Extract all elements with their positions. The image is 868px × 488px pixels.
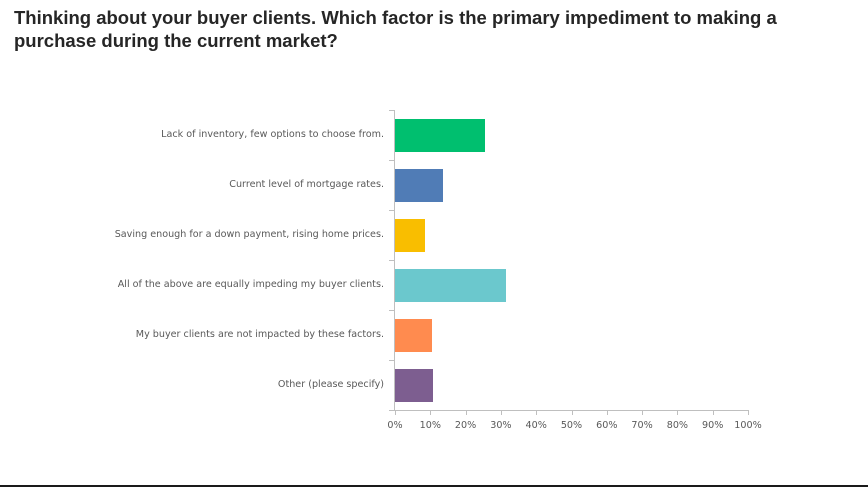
bar xyxy=(395,218,425,252)
category-label: Lack of inventory, few options to choose… xyxy=(161,129,384,140)
y-axis-tick xyxy=(389,160,394,161)
x-axis-tick xyxy=(571,410,573,415)
y-axis-tick xyxy=(389,110,394,111)
x-tick-label: 80% xyxy=(666,420,689,431)
y-axis-tick xyxy=(389,310,394,311)
chart-title: Thinking about your buyer clients. Which… xyxy=(14,7,777,51)
x-axis xyxy=(394,410,748,411)
x-axis-tick xyxy=(430,410,432,415)
x-tick-label: 10% xyxy=(419,420,441,431)
bottom-divider xyxy=(0,485,868,487)
category-label: Current level of mortgage rates. xyxy=(229,179,384,190)
category-label: All of the above are equally impeding my… xyxy=(117,279,384,290)
x-tick-label: 100% xyxy=(734,420,762,431)
bar xyxy=(395,268,507,302)
y-axis-tick xyxy=(389,360,394,361)
x-tick-label: 40% xyxy=(525,420,547,431)
x-axis-tick xyxy=(677,410,679,415)
x-tick-label: 20% xyxy=(454,420,477,431)
x-axis-tick xyxy=(642,410,644,415)
y-axis-tick xyxy=(389,260,394,261)
x-tick-label: 0% xyxy=(387,420,403,431)
y-axis-tick xyxy=(389,210,394,211)
x-axis-tick xyxy=(748,410,749,415)
x-tick-label: 60% xyxy=(596,420,618,431)
x-axis-tick xyxy=(712,410,714,415)
category-label: Saving enough for a down payment, rising… xyxy=(114,229,384,240)
category-label: My buyer clients are not impacted by the… xyxy=(135,329,384,340)
x-axis-tick xyxy=(500,410,502,415)
bar xyxy=(395,168,443,202)
x-tick-label: 30% xyxy=(490,420,512,431)
category-label: Other (please specify) xyxy=(277,379,384,390)
x-tick-label: 90% xyxy=(702,420,724,431)
x-axis-tick xyxy=(536,410,538,415)
x-axis-tick xyxy=(606,410,608,415)
x-axis-tick xyxy=(395,410,396,415)
y-axis xyxy=(394,110,395,410)
x-tick-label: 50% xyxy=(560,420,583,431)
bar xyxy=(395,318,433,352)
bar xyxy=(395,368,434,402)
x-tick-label: 70% xyxy=(631,420,653,431)
bar xyxy=(395,118,485,152)
x-axis-tick xyxy=(465,410,467,415)
y-axis-tick xyxy=(389,410,394,411)
